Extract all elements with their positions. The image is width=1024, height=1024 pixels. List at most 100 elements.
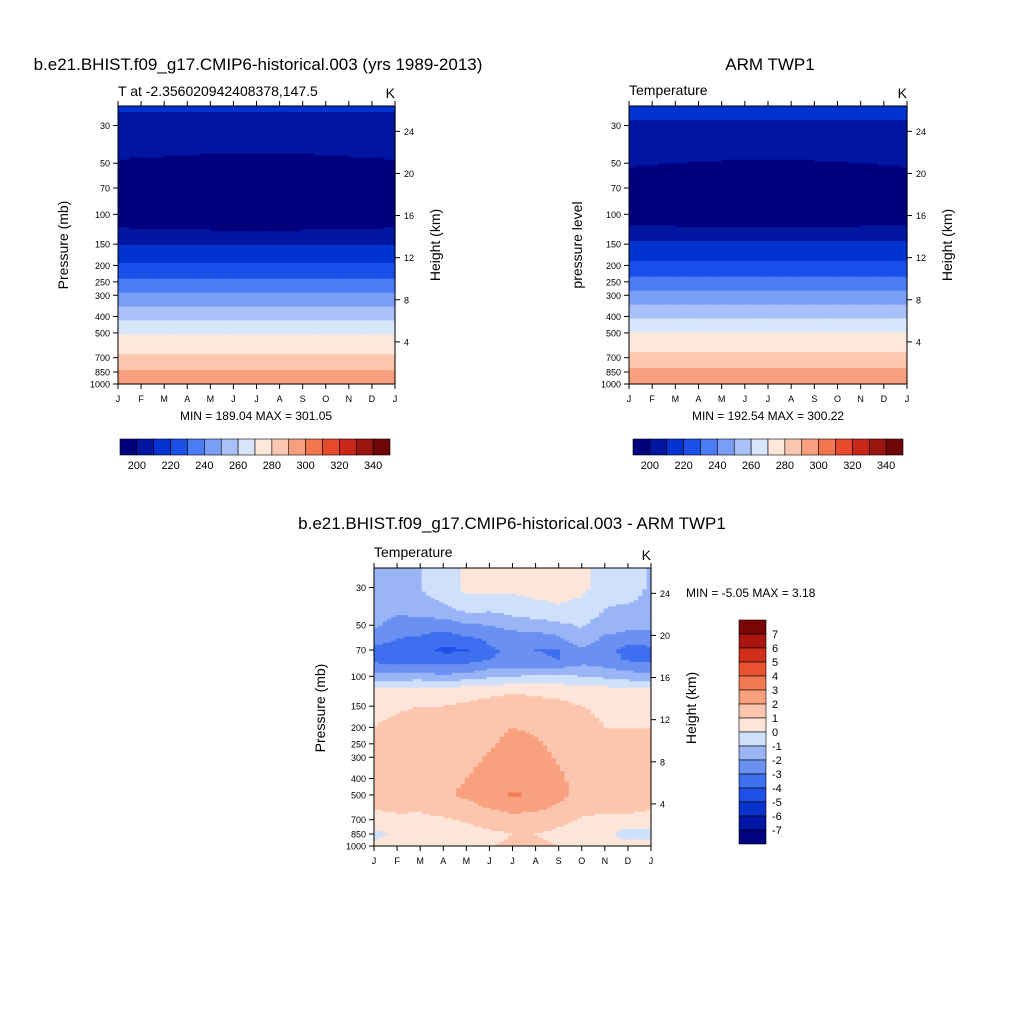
heat-cell [129, 119, 136, 123]
heat-cell [123, 181, 131, 185]
heat-cell [371, 155, 379, 159]
heat-cell [193, 111, 200, 115]
heat-cell [331, 147, 338, 151]
heat-cell [221, 169, 229, 173]
heat-cell [337, 159, 344, 163]
heat-cell [360, 153, 367, 157]
heat-cell [377, 155, 385, 159]
heat-cell [239, 121, 246, 125]
heat-cell [158, 135, 165, 139]
heat-cell [198, 137, 206, 141]
heat-cell [152, 123, 159, 127]
heat-cell [198, 155, 206, 159]
heat-cell [343, 163, 350, 167]
heat-cell [296, 167, 304, 171]
heat-cell [262, 109, 269, 113]
heat-cell [319, 181, 327, 185]
heat-cell [239, 127, 246, 131]
heat-cell [389, 159, 396, 163]
heat-cell [273, 121, 281, 125]
heat-cell [169, 121, 177, 125]
heat-cell [164, 179, 171, 183]
heat-cell [354, 183, 361, 187]
heat-cell [239, 151, 246, 155]
heat-cell [244, 121, 252, 125]
heat-cell [169, 106, 177, 109]
heat-cell [291, 106, 298, 109]
heat-cell [343, 185, 350, 189]
heat-cell [204, 131, 211, 135]
heat-cell [377, 125, 385, 129]
heat-cell [296, 159, 304, 163]
heat-cell [314, 159, 321, 163]
heat-cell [181, 183, 188, 187]
heat-cell [366, 169, 373, 173]
heat-cell [187, 185, 194, 189]
heat-cell [319, 167, 327, 171]
heat-cell [141, 155, 148, 159]
heat-cell [325, 155, 333, 159]
heat-cell [164, 163, 171, 167]
heat-cell [227, 106, 235, 109]
heat-cell [296, 106, 304, 109]
heat-cell [187, 173, 194, 177]
heat-cell [193, 189, 200, 192]
heat-cell [250, 167, 258, 171]
heat-cell [348, 175, 356, 179]
heat-cell [348, 161, 356, 165]
heat-cell [348, 137, 356, 141]
heat-cell [296, 165, 304, 169]
heat-cell [354, 143, 361, 147]
heat-cell [175, 177, 183, 181]
heat-cell [198, 159, 206, 163]
heat-cell [187, 117, 194, 121]
heat-cell [141, 131, 148, 135]
heat-cell [146, 131, 154, 135]
heat-cell [337, 191, 344, 194]
heat-cell [193, 167, 200, 171]
heat-cell [383, 151, 390, 155]
heat-cell [250, 155, 258, 159]
heat-cell [250, 147, 258, 151]
heat-cell [383, 115, 390, 119]
heat-cell [343, 115, 350, 119]
heat-cell [216, 179, 223, 183]
heat-cell [123, 175, 131, 179]
heat-cell [193, 115, 200, 119]
heat-cell [181, 115, 188, 119]
heat-cell [123, 127, 131, 131]
heat-cell [337, 125, 344, 129]
heat-cell [291, 171, 298, 175]
heat-cell [129, 129, 136, 133]
heat-cell [141, 175, 148, 179]
heat-cell [227, 155, 235, 159]
heat-cell [146, 109, 154, 113]
heat-cell [158, 179, 165, 183]
heat-cell [210, 115, 217, 119]
heat-cell [141, 147, 148, 151]
heat-cell [250, 125, 258, 129]
heat-cell [118, 149, 125, 153]
heat-cell [348, 123, 356, 127]
heat-cell [389, 179, 396, 183]
heat-cell [331, 151, 338, 155]
heat-cell [279, 137, 286, 141]
heat-cell [377, 109, 385, 113]
heat-cell [250, 106, 258, 109]
heat-cell [227, 151, 235, 155]
heat-cell [118, 153, 125, 157]
heat-cell [314, 145, 321, 149]
heat-cell [273, 169, 281, 173]
heat-cell [216, 191, 223, 194]
heat-cell [366, 181, 373, 185]
heat-cell [123, 111, 131, 115]
heat-cell [337, 187, 344, 190]
heat-cell [244, 135, 252, 139]
heat-cell [337, 111, 344, 115]
heat-cell [123, 113, 131, 117]
heat-cell [210, 113, 217, 117]
heat-cell [308, 159, 315, 163]
heat-cell [256, 185, 263, 189]
heat-cell [314, 189, 321, 192]
heat-cell [366, 173, 373, 177]
